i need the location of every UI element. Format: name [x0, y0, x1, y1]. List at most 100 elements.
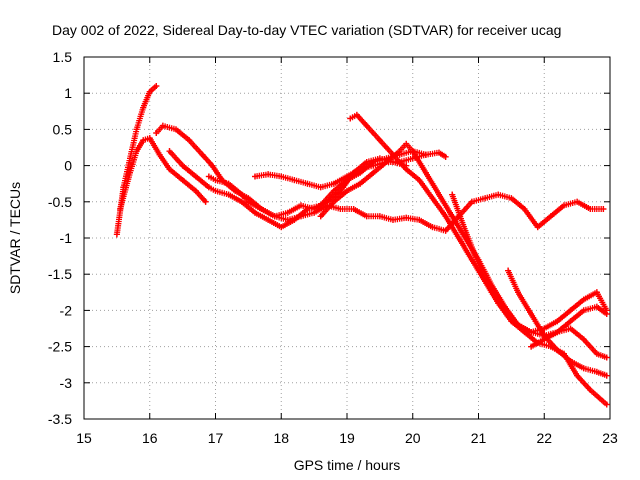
data-point — [403, 140, 410, 147]
data-point — [202, 198, 209, 205]
data-point — [495, 191, 502, 198]
data-point — [416, 216, 423, 223]
data-point — [383, 159, 390, 165]
data-point — [603, 311, 610, 317]
data-point — [291, 177, 298, 184]
data-point — [153, 83, 160, 89]
data-point — [133, 148, 140, 155]
data-point — [357, 180, 364, 187]
data-point — [304, 180, 311, 187]
data-point — [554, 329, 561, 336]
data-point — [357, 166, 364, 173]
data-point — [113, 231, 120, 238]
data-point — [146, 88, 153, 95]
series-arc-11 — [528, 303, 610, 350]
data-point — [580, 307, 587, 314]
x-axis-label: GPS time / hours — [294, 457, 401, 473]
data-point — [238, 198, 245, 205]
data-point — [311, 209, 318, 216]
x-tick-label: 22 — [536, 430, 552, 446]
data-point — [409, 148, 416, 155]
y-tick-label: 1 — [64, 85, 72, 101]
data-point — [350, 206, 357, 212]
data-point — [133, 126, 140, 133]
data-point — [330, 187, 337, 194]
y-tick-label: -2.5 — [48, 339, 72, 355]
data-point — [442, 213, 449, 220]
data-point — [528, 311, 535, 317]
x-tick-label: 23 — [602, 430, 618, 446]
data-point — [593, 289, 600, 296]
data-point — [298, 213, 304, 220]
data-point — [353, 111, 360, 118]
x-tick-label: 19 — [339, 430, 355, 446]
data-point — [488, 289, 495, 296]
data-point — [449, 191, 456, 198]
data-point — [265, 171, 272, 178]
data-point — [468, 198, 475, 205]
data-point — [429, 195, 436, 202]
data-point — [436, 191, 442, 198]
data-point — [304, 206, 311, 212]
y-tick-label: 1.5 — [53, 49, 73, 65]
data-point — [205, 184, 212, 191]
grid — [84, 57, 610, 419]
data-point — [127, 155, 133, 162]
data-point — [574, 372, 581, 379]
y-tick-label: -3.5 — [48, 411, 72, 427]
data-point — [567, 325, 574, 332]
data-point — [422, 151, 429, 158]
data-point — [225, 180, 232, 187]
data-point — [179, 177, 186, 184]
data-point — [337, 187, 344, 194]
data-point — [192, 187, 199, 194]
data-point — [284, 209, 291, 216]
data-point — [396, 148, 403, 155]
series-layer — [113, 83, 610, 408]
data-point — [554, 318, 561, 325]
data-point — [600, 206, 607, 212]
data-point — [258, 206, 265, 212]
x-tick-label: 16 — [142, 430, 158, 446]
series-arc-2 — [117, 135, 209, 212]
data-point — [390, 216, 396, 223]
data-point — [146, 135, 153, 142]
data-point — [482, 195, 489, 202]
y-tick-label: -0.5 — [48, 194, 72, 210]
data-point — [117, 206, 124, 212]
x-tick-label: 21 — [471, 430, 487, 446]
data-point — [580, 365, 587, 372]
x-tick-label: 18 — [273, 430, 289, 446]
data-point — [252, 173, 258, 180]
data-point — [192, 173, 199, 180]
data-point — [580, 296, 587, 303]
data-point — [603, 372, 610, 379]
data-point — [515, 321, 521, 328]
data-point — [567, 318, 574, 325]
data-point — [140, 104, 147, 111]
y-axis-label: SDTVAR / TECUs — [7, 182, 23, 294]
data-point — [284, 216, 291, 223]
data-point — [166, 148, 173, 155]
data-point — [205, 173, 212, 180]
data-point — [561, 202, 567, 209]
data-point — [298, 202, 304, 209]
data-point — [317, 213, 324, 220]
y-tick-label: -1 — [60, 230, 73, 246]
data-point — [488, 282, 495, 289]
data-point — [416, 177, 423, 184]
data-point — [403, 166, 410, 173]
data-point — [140, 137, 147, 144]
data-point — [508, 195, 515, 202]
data-point — [347, 115, 354, 122]
data-point — [344, 187, 350, 194]
data-point — [209, 162, 216, 169]
data-point — [317, 184, 324, 191]
y-tick-label: -3 — [60, 375, 73, 391]
data-point — [574, 198, 581, 205]
data-point — [429, 224, 436, 231]
data-point — [363, 159, 370, 165]
data-point — [212, 187, 219, 194]
